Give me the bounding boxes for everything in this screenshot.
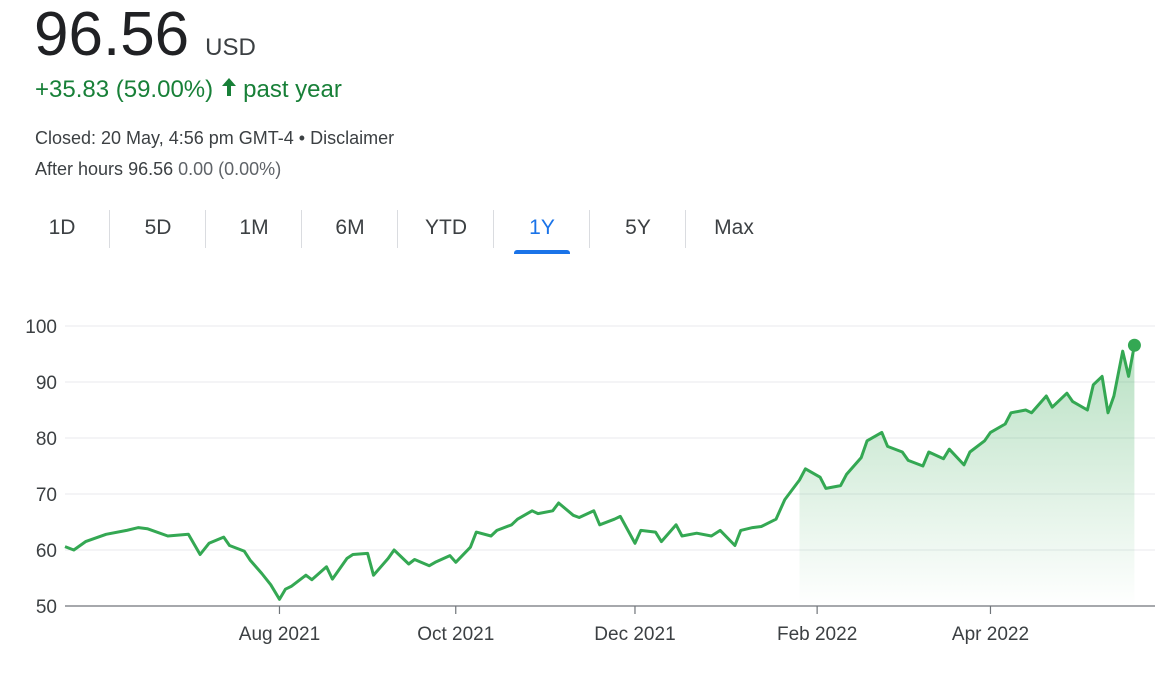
x-tick-label: Aug 2021 xyxy=(239,624,320,645)
current-price: 96.56 xyxy=(34,0,190,69)
x-tick-label: Oct 2021 xyxy=(417,624,494,645)
y-tick-label: 50 xyxy=(36,597,57,618)
tab-label: 5D xyxy=(144,216,172,239)
currency-code: USD xyxy=(205,34,256,61)
after-hours-change: 0.00 (0.00%) xyxy=(178,159,282,179)
up-arrow-icon xyxy=(221,77,237,103)
tab-label: 1D xyxy=(48,216,76,239)
y-tick-label: 70 xyxy=(36,485,57,506)
series-area-fill xyxy=(799,345,1135,606)
tab-label: 1M xyxy=(239,216,269,239)
after-hours-info: After hours 96.56 0.00 (0.00%) xyxy=(35,159,281,180)
price-header: 96.56 USD xyxy=(34,2,256,68)
after-hours-label: After hours xyxy=(35,159,124,179)
tab-label: Max xyxy=(714,216,754,239)
change-value: +35.83 (59.00%) xyxy=(35,76,214,103)
y-tick-label: 60 xyxy=(36,541,57,562)
separator-dot: • xyxy=(298,128,306,148)
y-tick-label: 100 xyxy=(25,317,57,338)
tab-5d[interactable]: 5D xyxy=(110,208,206,248)
tab-max[interactable]: Max xyxy=(686,208,782,248)
tab-label: YTD xyxy=(425,216,467,239)
price-line xyxy=(64,345,1136,601)
after-hours-price: 96.56 xyxy=(128,159,174,179)
closed-info: Closed: 20 May, 4:56 pm GMT-4 • Disclaim… xyxy=(35,128,394,149)
tab-1d[interactable]: 1D xyxy=(14,208,110,248)
price-chart: 100 90 80 70 60 50 Aug 2021 Oct 2021 Dec 2021 Feb… xyxy=(25,317,1155,645)
tab-1m[interactable]: 1M xyxy=(206,208,302,248)
x-tick-label: Feb 2022 xyxy=(777,624,857,645)
y-tick-label: 90 xyxy=(36,373,57,394)
x-tick-label: Dec 2021 xyxy=(594,624,675,645)
active-tab-indicator xyxy=(514,250,570,254)
closed-time: Closed: 20 May, 4:56 pm GMT-4 xyxy=(35,128,294,148)
tab-ytd[interactable]: YTD xyxy=(398,208,494,248)
tab-label: 6M xyxy=(335,216,365,239)
y-tick-label: 80 xyxy=(36,429,57,450)
tab-1y[interactable]: 1Y xyxy=(494,208,590,254)
change-period: past year xyxy=(243,76,342,103)
range-tabs: 1D 5D 1M 6M YTD 1Y 5Y Max xyxy=(14,208,782,254)
tab-6m[interactable]: 6M xyxy=(302,208,398,248)
x-tick-label: Apr 2022 xyxy=(952,624,1029,645)
tab-label: 1Y xyxy=(529,216,555,239)
last-price-point xyxy=(1127,338,1141,352)
price-change: +35.83 (59.00%) past year xyxy=(35,76,342,104)
tab-5y[interactable]: 5Y xyxy=(590,208,686,248)
disclaimer-link[interactable]: Disclaimer xyxy=(310,128,395,148)
tab-label: 5Y xyxy=(625,216,651,239)
